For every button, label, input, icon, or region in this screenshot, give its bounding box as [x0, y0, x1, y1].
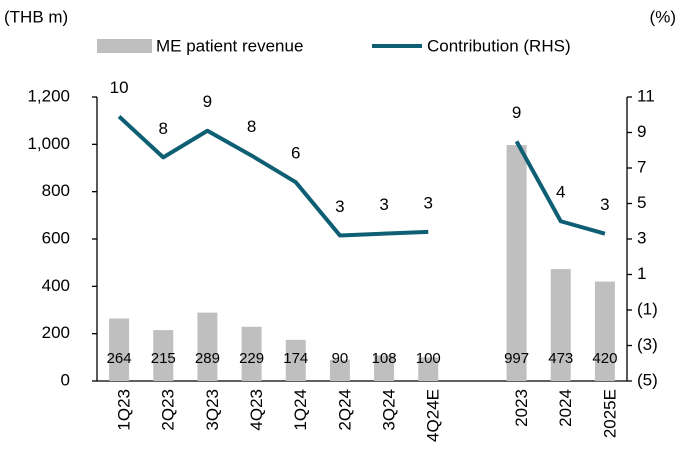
x-tick-label: 2Q23: [159, 389, 178, 431]
bar: [418, 357, 439, 381]
line-value-label: 9: [512, 103, 521, 122]
x-tick-label: 4Q23: [247, 389, 266, 431]
x-tick-label: 2025E: [600, 389, 619, 438]
line-value-label: 8: [247, 117, 256, 136]
bar-value-label: 264: [107, 350, 132, 367]
bar: [506, 145, 527, 381]
bar: [241, 326, 262, 381]
y2-tick-label: (5): [637, 370, 658, 389]
x-tick-label: 2024: [556, 389, 575, 427]
line-value-label: 6: [291, 144, 300, 163]
x-tick-label: 1Q23: [115, 389, 134, 431]
bar: [285, 339, 306, 381]
y2-unit-label: (%): [650, 7, 676, 26]
y-unit-label: (THB m): [4, 7, 68, 26]
bar-value-label: 215: [151, 350, 176, 367]
y2-tick-label: 1: [637, 264, 646, 283]
bar-value-label: 289: [195, 350, 220, 367]
line-value-label: 3: [379, 195, 388, 214]
y-tick-label: 800: [42, 181, 70, 200]
y2-tick-label: 3: [637, 228, 646, 247]
bar: [550, 269, 571, 381]
y-tick-label: 400: [42, 276, 70, 295]
line-value-label: 3: [424, 193, 433, 212]
bar-value-label: 174: [283, 350, 308, 367]
x-tick-label: 4Q24E: [424, 389, 443, 442]
y2-tick-label: (3): [637, 335, 658, 354]
y2-tick-label: 11: [637, 86, 655, 105]
bar-value-label: 997: [504, 350, 529, 367]
y2-tick-label: 7: [637, 157, 646, 176]
x-tick-label: 2Q24: [335, 389, 354, 431]
line-value-label: 3: [335, 197, 344, 216]
line-value-label: 10: [110, 78, 129, 97]
x-tick-label: 2023: [512, 389, 531, 427]
bar: [153, 330, 174, 381]
x-tick-label: 3Q23: [203, 389, 222, 431]
bar: [374, 355, 395, 381]
legend-swatch: [97, 39, 152, 53]
y-tick-label: 600: [42, 228, 70, 247]
bar: [109, 318, 130, 381]
legend-label: ME patient revenue: [156, 36, 303, 55]
y2-tick-label: (1): [637, 299, 658, 318]
x-tick-label: 3Q24: [380, 389, 399, 431]
line-value-label: 3: [600, 195, 609, 214]
y-tick-label: 1,200: [27, 86, 70, 105]
y2-tick-label: 5: [637, 193, 646, 212]
bar-value-label: 90: [332, 350, 349, 367]
bar-value-label: 100: [416, 350, 441, 367]
bar-value-label: 229: [239, 350, 264, 367]
line-value-label: 8: [159, 119, 168, 138]
bar-value-label: 420: [592, 350, 617, 367]
legend-label: Contribution (RHS): [427, 36, 571, 55]
y2-tick-label: 9: [637, 122, 646, 141]
bar-value-label: 473: [548, 350, 573, 367]
bar: [197, 312, 218, 381]
bar: [329, 359, 350, 381]
x-tick-label: 1Q24: [291, 389, 310, 431]
line-value-label: 4: [556, 183, 565, 202]
bar: [594, 281, 615, 381]
y-tick-label: 0: [61, 370, 70, 389]
line-value-label: 9: [203, 92, 212, 111]
y-tick-label: 200: [42, 323, 70, 342]
y-tick-label: 1,000: [27, 134, 70, 153]
bar-value-label: 108: [372, 350, 397, 367]
line: [117, 115, 606, 238]
